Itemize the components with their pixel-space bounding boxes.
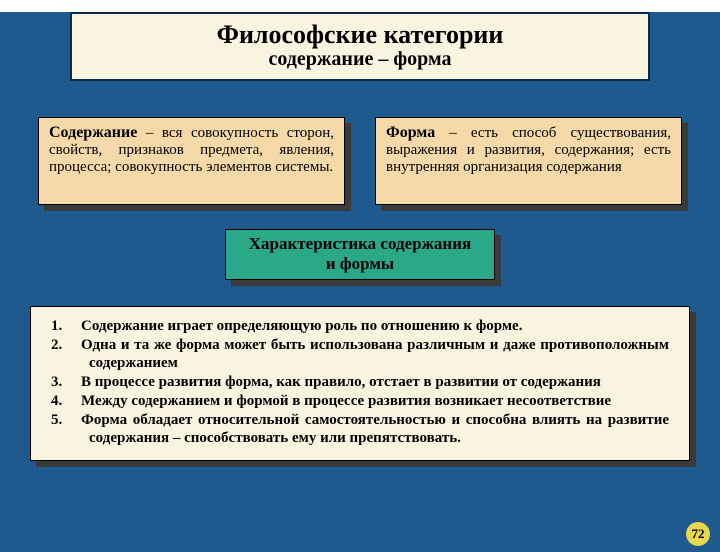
list-item-text: Между содержанием и формой в процессе ра… <box>81 393 611 409</box>
characteristics-text: Характеристика содержания и формы <box>225 229 495 280</box>
list-item: 4.Между содержанием и формой в процессе … <box>51 392 669 410</box>
list-inner: 1.Содержание играет определяющую роль по… <box>30 306 690 461</box>
list-item: 5.Форма обладает относительной самостоят… <box>51 411 669 447</box>
list-item: 3.В процессе развития форма, как правило… <box>51 373 669 391</box>
list-item-number: 5. <box>51 411 81 429</box>
definition-right-box: Форма – есть способ существования, выраж… <box>375 117 682 205</box>
list-item: 1.Содержание играет определяющую роль по… <box>51 317 669 335</box>
slide-page: Философские категории содержание – форма… <box>0 12 720 552</box>
characteristics-box: Характеристика содержания и формы <box>225 229 495 280</box>
characteristics-list: 1.Содержание играет определяющую роль по… <box>51 317 669 447</box>
list-item: 2.Одна и та же форма может быть использо… <box>51 336 669 372</box>
definition-right-text: Форма – есть способ существования, выраж… <box>375 117 682 205</box>
header-box: Философские категории содержание – форма <box>70 12 650 81</box>
list-item-text: Форма обладает относительной самостоятел… <box>81 412 669 446</box>
list-item-text: В процессе развития форма, как правило, … <box>81 374 601 390</box>
definitions-row: Содержание – вся совокупность сторон, св… <box>38 117 682 205</box>
list-item-number: 2. <box>51 336 81 354</box>
definition-left-text: Содержание – вся совокупность сторон, св… <box>38 117 345 205</box>
header-title: Философские категории <box>82 20 638 50</box>
list-item-number: 3. <box>51 373 81 391</box>
list-item-text: Одна и та же форма может быть использова… <box>81 337 669 371</box>
page-number: 72 <box>686 522 710 546</box>
list-item-number: 4. <box>51 392 81 410</box>
char-line2: и формы <box>326 254 394 273</box>
header-subtitle: содержание – форма <box>82 48 638 71</box>
char-line1: Характеристика содержания <box>249 234 471 253</box>
list-box: 1.Содержание играет определяющую роль по… <box>30 306 690 461</box>
def-right-term: Форма <box>386 124 435 141</box>
definition-left-box: Содержание – вся совокупность сторон, св… <box>38 117 345 205</box>
list-item-number: 1. <box>51 317 81 335</box>
list-item-text: Содержание играет определяющую роль по о… <box>81 318 522 334</box>
def-left-term: Содержание <box>49 124 137 141</box>
